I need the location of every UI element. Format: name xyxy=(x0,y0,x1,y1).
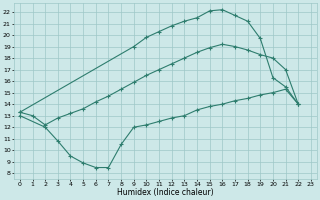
X-axis label: Humidex (Indice chaleur): Humidex (Indice chaleur) xyxy=(117,188,214,197)
